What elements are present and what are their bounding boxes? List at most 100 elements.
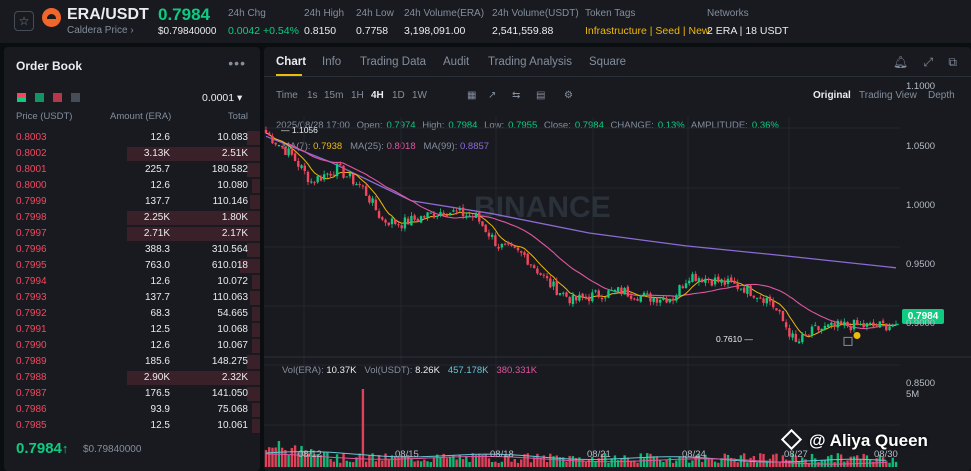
volume-bar (688, 462, 691, 467)
volume-bar (300, 445, 303, 467)
volume-bar (681, 456, 684, 467)
layout-icon[interactable]: ▤ (536, 90, 546, 101)
volume-bar (316, 454, 319, 467)
timeframe-1d[interactable]: 1D (392, 90, 405, 101)
timeframe-1w[interactable]: 1W (412, 90, 427, 101)
volume-bar (826, 456, 830, 467)
candlestick-chart[interactable]: BINANCE (264, 117, 971, 471)
candle-body (342, 165, 345, 178)
binance-watermark: BINANCE (474, 191, 611, 224)
volume-bar (736, 462, 739, 467)
order-book-row[interactable]: 0.7987 176.5 141.050 (4, 386, 260, 402)
settings-gear-icon[interactable]: ⚙ (564, 90, 573, 101)
volume-bar (600, 453, 604, 467)
order-book-row[interactable]: 0.8001 225.7 180.582 (4, 162, 260, 178)
favorite-star-icon[interactable]: ☆ (14, 11, 34, 31)
book-asks-view-icon[interactable] (53, 93, 63, 102)
volume-bar (297, 452, 300, 467)
order-book-last-price[interactable]: 0.7984↑ (16, 440, 69, 457)
timeframe-15m[interactable]: 15m (324, 90, 344, 101)
book-both-view-icon[interactable] (17, 93, 26, 102)
event-dot-icon (853, 331, 861, 339)
view-depth[interactable]: Depth (928, 90, 955, 101)
order-book-row[interactable]: 0.7995 763.0 610.018 (4, 258, 260, 274)
volume-bar (306, 453, 310, 467)
candle-body (426, 212, 429, 219)
candle-body (810, 326, 814, 335)
volume-bar (888, 462, 891, 467)
ask-price: 0.7985 (16, 420, 47, 431)
volume-bar (326, 452, 329, 467)
order-book-row[interactable]: 0.8003 12.6 10.083 (4, 130, 260, 146)
book-bids-view-icon[interactable] (35, 93, 45, 102)
ask-price: 0.7990 (16, 340, 47, 351)
timeframe-4h[interactable]: 4H (371, 90, 384, 101)
candle-body (746, 284, 749, 294)
time-axis-tick: 08/15 (395, 449, 419, 460)
tab-chart[interactable]: Chart (276, 56, 307, 68)
watermark-label: @ Aliya Queen (780, 428, 928, 451)
ask-amount: 12.5 (150, 420, 170, 431)
order-book-row[interactable]: 0.7996 388.3 310.564 (4, 242, 260, 258)
volume-bar (558, 457, 562, 467)
order-book-row[interactable]: 0.7998 2.25K 1.80K (4, 210, 260, 226)
tab-info[interactable]: Info (322, 56, 342, 68)
candle-body (319, 176, 323, 181)
tab-trading-analysis[interactable]: Trading Analysis (488, 56, 572, 68)
candle-body (474, 212, 478, 218)
timeframe-1h[interactable]: 1H (351, 90, 364, 101)
view-trading-view[interactable]: Trading View (859, 90, 917, 101)
candle-body (784, 322, 788, 328)
view-original[interactable]: Original (813, 90, 851, 101)
more-options-icon[interactable]: ••• (228, 55, 246, 71)
tab-audit[interactable]: Audit (443, 56, 470, 68)
tick-size-select[interactable]: 0.0001 ▾ (202, 92, 243, 104)
order-book-row[interactable]: 0.7993 137.7 110.063 (4, 290, 260, 306)
volume-bar (303, 450, 306, 467)
order-book-row[interactable]: 0.7985 12.5 10.061 (4, 418, 260, 434)
order-book-row[interactable]: 0.7999 137.7 110.146 (4, 194, 260, 210)
order-book-row[interactable]: 0.7994 12.6 10.072 (4, 274, 260, 290)
order-book-row[interactable]: 0.7986 93.9 75.068 (4, 402, 260, 418)
timeframe-time[interactable]: Time (276, 90, 298, 101)
candle-body (742, 287, 746, 293)
candle-body (713, 277, 717, 285)
indicators-icon[interactable]: ▦ (467, 90, 477, 101)
popout-window-icon[interactable]: ⧉ (948, 55, 957, 69)
candle-body (717, 276, 720, 282)
candle-body (671, 298, 675, 301)
order-book-row[interactable]: 0.7991 12.5 10.068 (4, 322, 260, 338)
tab-trading-data[interactable]: Trading Data (360, 56, 427, 68)
ask-total: 10.061 (217, 420, 248, 431)
pair-sub-label[interactable]: Caldera Price › (67, 25, 134, 36)
pair-name[interactable]: ERA/USDT (67, 6, 149, 23)
candle-body (600, 298, 604, 300)
volume-readout: Vol(ERA): 10.37K Vol(USDT): 8.26K 457.17… (282, 365, 538, 376)
candle-body (558, 293, 562, 295)
order-book-row[interactable]: 0.7992 68.3 54.665 (4, 306, 260, 322)
volume-bar (352, 462, 355, 467)
candle-body (478, 212, 481, 222)
compare-icon[interactable]: ⇆ (512, 90, 521, 101)
alert-bell-icon[interactable]: 🔔︎ (892, 55, 909, 69)
order-book-row[interactable]: 0.8000 12.6 10.080 (4, 178, 260, 194)
candle-body (516, 247, 520, 251)
tab-square[interactable]: Square (589, 56, 627, 68)
order-book-row[interactable]: 0.8002 3.13K 2.51K (4, 146, 260, 162)
order-book-row[interactable]: 0.7990 12.6 10.067 (4, 338, 260, 354)
candle-body (843, 321, 846, 326)
drawing-tools-icon[interactable]: ↗ (488, 90, 497, 101)
order-book-row[interactable]: 0.7989 185.6 148.275 (4, 354, 260, 370)
candle-body (497, 246, 500, 249)
order-book-row[interactable]: 0.7997 2.71K 2.17K (4, 226, 260, 242)
candle-body (329, 173, 332, 176)
order-book-row[interactable]: 0.7988 2.90K 2.32K (4, 370, 260, 386)
volume-bar (626, 457, 630, 467)
ask-price: 0.7992 (16, 308, 47, 319)
volume-bar (894, 461, 898, 467)
candle-body (503, 243, 507, 245)
expand-icon[interactable]: ⤢ (923, 55, 934, 69)
timeframe-1s[interactable]: 1s (307, 90, 318, 101)
book-compact-view-icon[interactable] (71, 93, 81, 102)
volume-bar (423, 459, 426, 467)
